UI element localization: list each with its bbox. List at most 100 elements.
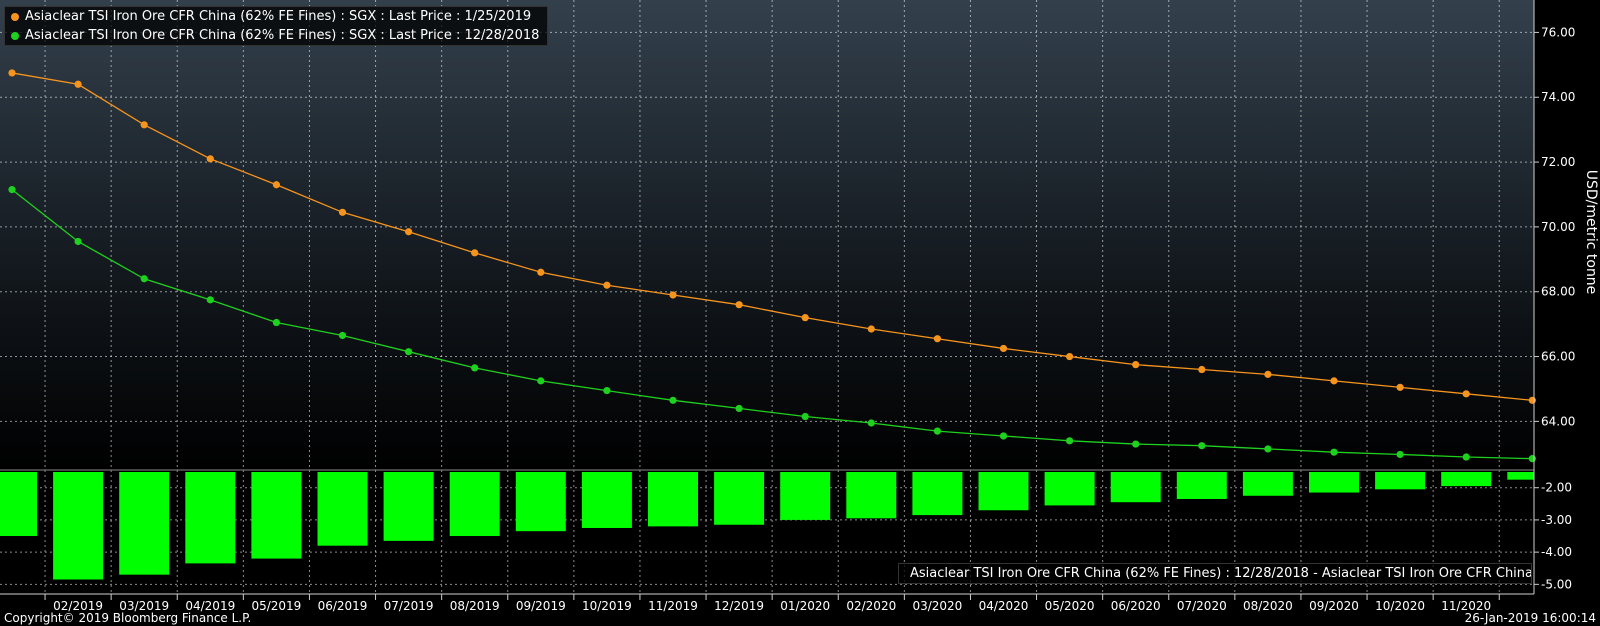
spread-bar: [648, 472, 698, 527]
series-2-point: [1462, 453, 1470, 461]
spread-bar: [449, 472, 500, 537]
x-tick-label: 08/2020: [1243, 599, 1293, 613]
series-2-point: [405, 348, 413, 356]
series-1-point: [1462, 390, 1470, 398]
x-tick-label: 10/2019: [582, 599, 632, 613]
series-2-point: [140, 275, 148, 283]
spread-bar: [1309, 472, 1359, 493]
series-2-point: [8, 186, 16, 194]
spread-bar: [1375, 472, 1426, 490]
spread-bar: [1242, 472, 1293, 496]
x-tick-label: 07/2019: [384, 599, 434, 613]
spread-bar: [780, 472, 831, 520]
spread-bar: [53, 472, 104, 580]
legend-label-series-1: Asiaclear TSI Iron Ore CFR China (62% FE…: [25, 9, 532, 24]
price-lines: [8, 69, 1536, 463]
x-tick-label: 01/2020: [780, 599, 830, 613]
x-tick-label: 04/2019: [185, 599, 235, 613]
series-2-point: [801, 412, 809, 421]
bottom-legend: Asiaclear TSI Iron Ore CFR China (62% FE…: [898, 563, 1532, 584]
series-1-point: [603, 281, 611, 289]
spread-bar: [912, 472, 963, 516]
x-tick-label: 09/2019: [516, 599, 566, 613]
series-2-point: [74, 237, 82, 246]
y-tick-label: 68.00: [1541, 285, 1575, 299]
x-tick-label: 05/2020: [1045, 599, 1095, 613]
spread-bar: [119, 472, 170, 575]
y-axis-ticks: 64.00 66.00 68.00 70.00 72.00 74.00 76.00 -2.00…: [1534, 25, 1575, 591]
x-tick-label: 07/2020: [1177, 599, 1227, 613]
series-2-point: [471, 364, 479, 372]
x-tick-label: 12/2019: [714, 599, 764, 613]
series-2-point: [1198, 442, 1206, 450]
x-tick-label: 02/2020: [846, 599, 896, 613]
x-tick-label: 03/2020: [912, 599, 962, 613]
series-2-point: [933, 427, 942, 435]
series-1-point: [338, 208, 347, 216]
x-tick-label: 09/2020: [1309, 599, 1359, 613]
series-1-point: [1330, 377, 1338, 385]
spread-bar: [846, 472, 897, 519]
series-1-point: [1198, 365, 1206, 374]
spread-bar: [1176, 472, 1227, 499]
series-2-point: [272, 318, 280, 327]
series-2-point: [1528, 455, 1536, 463]
x-tick-label: 11/2019: [648, 599, 698, 613]
legend-marker-orange: [11, 12, 19, 21]
legend-entry-series-2: Asiaclear TSI Iron Ore CFR China (62% FE…: [5, 26, 547, 45]
y-axis-label: USD/metric tonne: [1583, 170, 1599, 295]
series-1-point: [999, 344, 1008, 353]
series-2-point: [338, 331, 347, 340]
legend-entry-series-1: Asiaclear TSI Iron Ore CFR China (62% FE…: [5, 7, 547, 26]
series-2-point: [999, 432, 1008, 440]
series-2-point: [669, 396, 677, 404]
legend-entry-spread: Asiaclear TSI Iron Ore CFR China (62% FE…: [899, 564, 1531, 583]
series-1-point: [735, 301, 743, 309]
spread-bar: [185, 472, 236, 564]
spread-bar: [1507, 472, 1534, 480]
spread-bar: [0, 472, 37, 537]
series-2-point: [603, 386, 611, 395]
x-tick-label: 02/2019: [53, 599, 103, 613]
series-1-point: [206, 155, 214, 163]
series-line-2: [11, 189, 1533, 460]
series-1-point: [867, 325, 875, 333]
series-2-point: [735, 404, 743, 413]
spread-bar: [515, 472, 566, 532]
series-1-point: [1066, 352, 1074, 361]
spread-bar: [383, 472, 434, 541]
series-1-point: [801, 314, 809, 322]
series-2-point: [1132, 440, 1140, 448]
y-tick-label: -5.00: [1541, 577, 1572, 591]
series-1-point: [471, 249, 479, 257]
top-legend: Asiaclear TSI Iron Ore CFR China (62% FE…: [4, 6, 549, 46]
x-tick-label: 06/2019: [318, 599, 368, 613]
series-1-point: [272, 181, 280, 189]
legend-marker-green: [11, 31, 19, 40]
series-1-point: [405, 228, 413, 236]
spread-bar: [1441, 472, 1492, 487]
x-tick-label: 03/2019: [119, 599, 169, 613]
y-tick-label: 64.00: [1541, 414, 1575, 428]
legend-label-series-2: Asiaclear TSI Iron Ore CFR China (62% FE…: [25, 28, 540, 43]
spread-bars: [0, 472, 1534, 580]
spread-bar: [317, 472, 368, 546]
x-tick-label: 10/2020: [1375, 599, 1425, 613]
series-2-point: [1396, 450, 1404, 459]
copyright-text: Copyright© 2019 Bloomberg Finance L.P.: [4, 611, 252, 625]
spread-bar: [581, 472, 632, 528]
timestamp-text: 26-Jan-2019 16:00:14: [1464, 611, 1596, 625]
series-1-point: [74, 80, 82, 88]
series-1-point: [140, 121, 148, 129]
series-2-point: [867, 419, 875, 427]
series-2-point: [1330, 448, 1338, 456]
spread-bar: [1044, 472, 1095, 506]
series-1-point: [1396, 383, 1404, 391]
spread-bar: [1110, 472, 1161, 503]
y-tick-label: 74.00: [1541, 90, 1575, 104]
series-2-point: [1066, 437, 1074, 445]
y-tick-label: -3.00: [1541, 513, 1572, 527]
series-1-point: [669, 291, 677, 299]
series-1-point: [1132, 361, 1140, 369]
